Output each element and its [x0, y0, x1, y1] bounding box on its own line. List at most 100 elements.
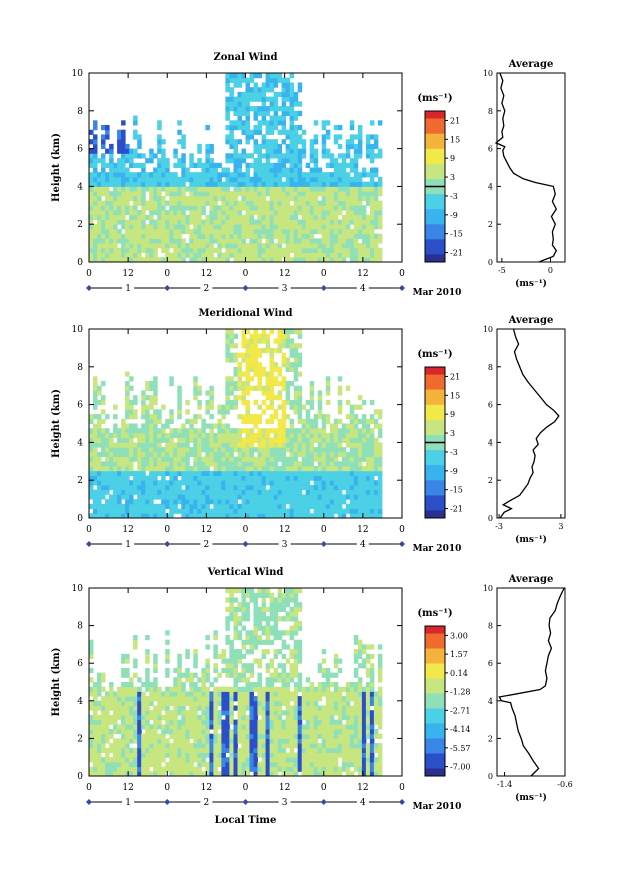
- heatmap-cell: [153, 414, 158, 419]
- heatmap-cell: [374, 494, 379, 499]
- heatmap-cell: [370, 201, 375, 206]
- heatmap-cell: [298, 504, 303, 509]
- heatmap-cell: [334, 466, 339, 471]
- heatmap-cell: [121, 682, 126, 687]
- heatmap-cell: [238, 376, 243, 381]
- heatmap-cell: [346, 461, 351, 466]
- heatmap-cell: [181, 215, 186, 220]
- heatmap-cell: [165, 504, 170, 509]
- heatmap-cell: [229, 224, 234, 229]
- heatmap-cell: [302, 419, 307, 424]
- heatmap-cell: [177, 762, 182, 767]
- heatmap-cell: [338, 248, 343, 253]
- heatmap-cell: [217, 673, 222, 678]
- heatmap-cell: [274, 149, 279, 154]
- heatmap-cell: [366, 153, 371, 158]
- heatmap-cell: [234, 720, 239, 725]
- heatmap-cell: [234, 224, 239, 229]
- heatmap-cell: [254, 144, 259, 149]
- heatmap-cell: [298, 191, 303, 196]
- heatmap-cell: [286, 158, 291, 163]
- heatmap-cell: [294, 201, 299, 206]
- heatmap-cell: [169, 191, 174, 196]
- heatmap-cell: [258, 621, 263, 626]
- x-tick-label: 0: [321, 525, 327, 535]
- heatmap-cell: [294, 494, 299, 499]
- heatmap-cell: [314, 494, 319, 499]
- heatmap-cell: [145, 635, 150, 640]
- colorbar-band: [425, 149, 445, 157]
- heatmap-cell: [185, 253, 190, 258]
- heatmap-cell: [250, 720, 255, 725]
- heatmap-cell: [286, 149, 291, 154]
- heatmap-cell: [278, 433, 283, 438]
- heatmap-cell: [173, 234, 178, 239]
- x-tick-label: 0: [164, 525, 170, 535]
- heatmap-cell: [298, 253, 303, 258]
- heatmap-cell: [286, 191, 291, 196]
- heatmap-cell: [290, 83, 295, 88]
- heatmap-cell: [246, 438, 251, 443]
- heatmap-cell: [157, 125, 162, 130]
- heatmap-cell: [189, 163, 194, 168]
- heatmap-cell: [117, 738, 122, 743]
- heatmap-cell: [322, 419, 327, 424]
- heatmap-cell: [290, 97, 295, 102]
- heatmap-cell: [266, 168, 271, 173]
- heatmap-cell: [266, 395, 271, 400]
- heatmap-cell: [322, 461, 327, 466]
- heatmap-cell: [366, 438, 371, 443]
- colorbar-band: [425, 254, 445, 262]
- heatmap-cell: [161, 224, 166, 229]
- heatmap-cell: [113, 494, 118, 499]
- heatmap-cell: [262, 409, 267, 414]
- heatmap-cell: [294, 395, 299, 400]
- heatmap-cell: [278, 494, 283, 499]
- heatmap-cell: [109, 757, 114, 762]
- heatmap-cell: [109, 682, 114, 687]
- heatmap-cell: [181, 134, 186, 139]
- heatmap-cell: [145, 224, 150, 229]
- heatmap-cell: [370, 215, 375, 220]
- heatmap-cell: [189, 701, 194, 706]
- heatmap-cell: [346, 201, 351, 206]
- heatmap-cell: [177, 663, 182, 668]
- heatmap-cell: [266, 253, 271, 258]
- heatmap-cell: [181, 466, 186, 471]
- heatmap-cell: [137, 466, 142, 471]
- heatmap-cell: [274, 144, 279, 149]
- heatmap-cell: [266, 621, 271, 626]
- heatmap-cell: [270, 125, 275, 130]
- heatmap-cell: [258, 593, 263, 598]
- heatmap-cell: [250, 743, 255, 748]
- heatmap-cell: [97, 673, 102, 678]
- heatmap-cell: [205, 701, 210, 706]
- heatmap-cell: [125, 381, 130, 386]
- heatmap-cell: [117, 729, 122, 734]
- heatmap-cell: [173, 499, 178, 504]
- heatmap-cell: [149, 757, 154, 762]
- heatmap-cell: [189, 452, 194, 457]
- heatmap-cell: [242, 720, 247, 725]
- heatmap-cell: [242, 400, 247, 405]
- heatmap-cell: [133, 134, 138, 139]
- heatmap-cell: [113, 480, 118, 485]
- heatmap-cell: [141, 224, 146, 229]
- heatmap-cell: [153, 438, 158, 443]
- heatmap-cell: [121, 234, 126, 239]
- heatmap-cell: [125, 400, 130, 405]
- heatmap-cell: [246, 452, 251, 457]
- heatmap-cell: [262, 428, 267, 433]
- heatmap-cell: [93, 196, 98, 201]
- heatmap-cell: [165, 687, 170, 692]
- heatmap-cell: [217, 734, 222, 739]
- heatmap-cell: [362, 186, 367, 191]
- heatmap-cell: [358, 248, 363, 253]
- heatmap-cell: [217, 720, 222, 725]
- heatmap-cell: [366, 471, 371, 476]
- heatmap-cell: [278, 205, 283, 210]
- heatmap-cell: [290, 424, 295, 429]
- heatmap-cell: [258, 677, 263, 682]
- heatmap-cell: [93, 687, 98, 692]
- heatmap-cell: [270, 490, 275, 495]
